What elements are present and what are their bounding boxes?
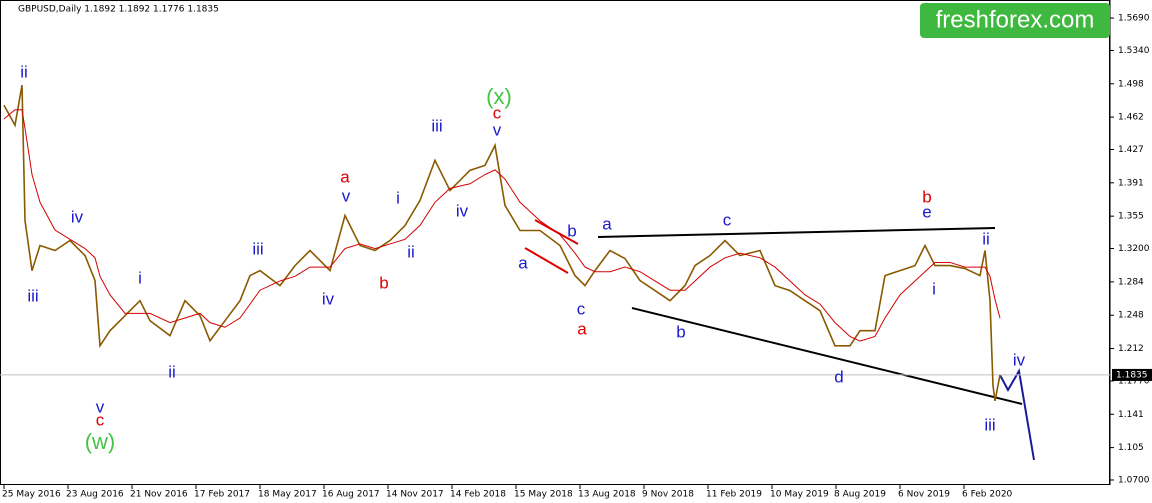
wave-label: v [96,397,105,416]
wave-label: ii [20,62,28,81]
x-tick-label: 17 Feb 2017 [194,490,250,500]
chart-title: GBPUSD,Daily 1.1892 1.1892 1.1776 1.1835 [18,5,219,15]
current-price-box [1112,368,1152,381]
wave-label: c [96,410,105,429]
y-tick-label: 1.3200 [1118,244,1150,254]
wave-label: iii [27,286,38,305]
watermark-box [920,3,1110,38]
x-tick-label: 8 Aug 2019 [834,490,886,500]
wave-label: iv [71,207,84,226]
wave-label: b [676,322,685,341]
wave-label: c [493,103,502,122]
price-line [3,109,1001,342]
y-tick-label: 1.427 [1118,145,1144,155]
wave-label: iv [1013,350,1026,369]
wave-label: ii [168,362,176,381]
wave-label: a [577,319,587,338]
wave-label: v [493,120,502,139]
trend-line [631,307,1023,405]
wave-label: iv [322,289,335,308]
wave-label: iii [431,116,442,135]
x-tick-label: 16 Aug 2017 [322,490,380,500]
projection-path [999,368,1035,461]
wave-label: (w) [85,429,116,454]
y-tick-label: 1.498 [1118,79,1144,89]
wave-label: c [723,210,732,229]
y-tick-label: 1.0700 [1118,476,1150,486]
wave-label: (x) [486,84,512,109]
y-tick-label: 1.105 [1118,443,1144,453]
wave-label: ii [407,242,415,261]
x-tick-label: 9 Nov 2018 [642,490,694,500]
wave-label: a [518,253,528,272]
y-tick-label: 1.212 [1118,344,1144,354]
wave-label: b [379,273,388,292]
x-tick-label: 6 Nov 2019 [898,490,950,500]
wave-label: b [922,187,931,206]
watermark: freshforex.com [936,6,1095,33]
y-tick-label: 1.248 [1118,311,1144,321]
y-tick-label: 1.355 [1118,212,1144,222]
wave-label: iv [456,201,469,220]
trend-line [597,227,996,238]
x-tick-label: 18 May 2017 [258,490,317,500]
current-price-label: 1.1835 [1116,370,1148,380]
wave-label: i [932,279,936,298]
x-tick-label: 6 Feb 2020 [962,490,1013,500]
price-line [3,85,1001,402]
x-tick-label: 13 Aug 2018 [578,490,636,500]
wave-label: iii [252,239,263,258]
y-tick-label: 1.5690 [1118,14,1150,24]
x-tick-label: 11 Feb 2019 [706,490,762,500]
x-tick-label: 21 Nov 2016 [130,490,188,500]
wave-label: b [567,221,576,240]
channel-line [524,247,569,274]
wave-label: i [396,188,400,207]
x-tick-label: 14 Nov 2017 [386,490,444,500]
wave-label: d [834,367,843,386]
wave-label: a [602,214,612,233]
y-tick-label: 1.1770 [1118,376,1150,386]
x-tick-label: 23 Aug 2016 [66,490,124,500]
x-tick-label: 14 Feb 2018 [450,490,506,500]
wave-label: i [138,268,142,287]
wave-label: v [342,186,351,205]
y-tick-label: 1.141 [1118,410,1144,420]
x-tick-label: 25 May 2016 [2,490,61,500]
wave-label: c [577,299,586,318]
wave-label: ii [982,229,990,248]
wave-label: a [340,167,350,186]
y-tick-label: 1.462 [1118,113,1144,123]
y-tick-label: 1.391 [1118,178,1144,188]
y-tick-label: 1.5340 [1118,46,1150,56]
x-tick-label: 15 May 2018 [514,490,573,500]
wave-label: iii [984,415,995,434]
y-tick-label: 1.284 [1118,277,1144,287]
x-tick-label: 10 May 2019 [770,490,829,500]
wave-label: e [922,202,931,221]
